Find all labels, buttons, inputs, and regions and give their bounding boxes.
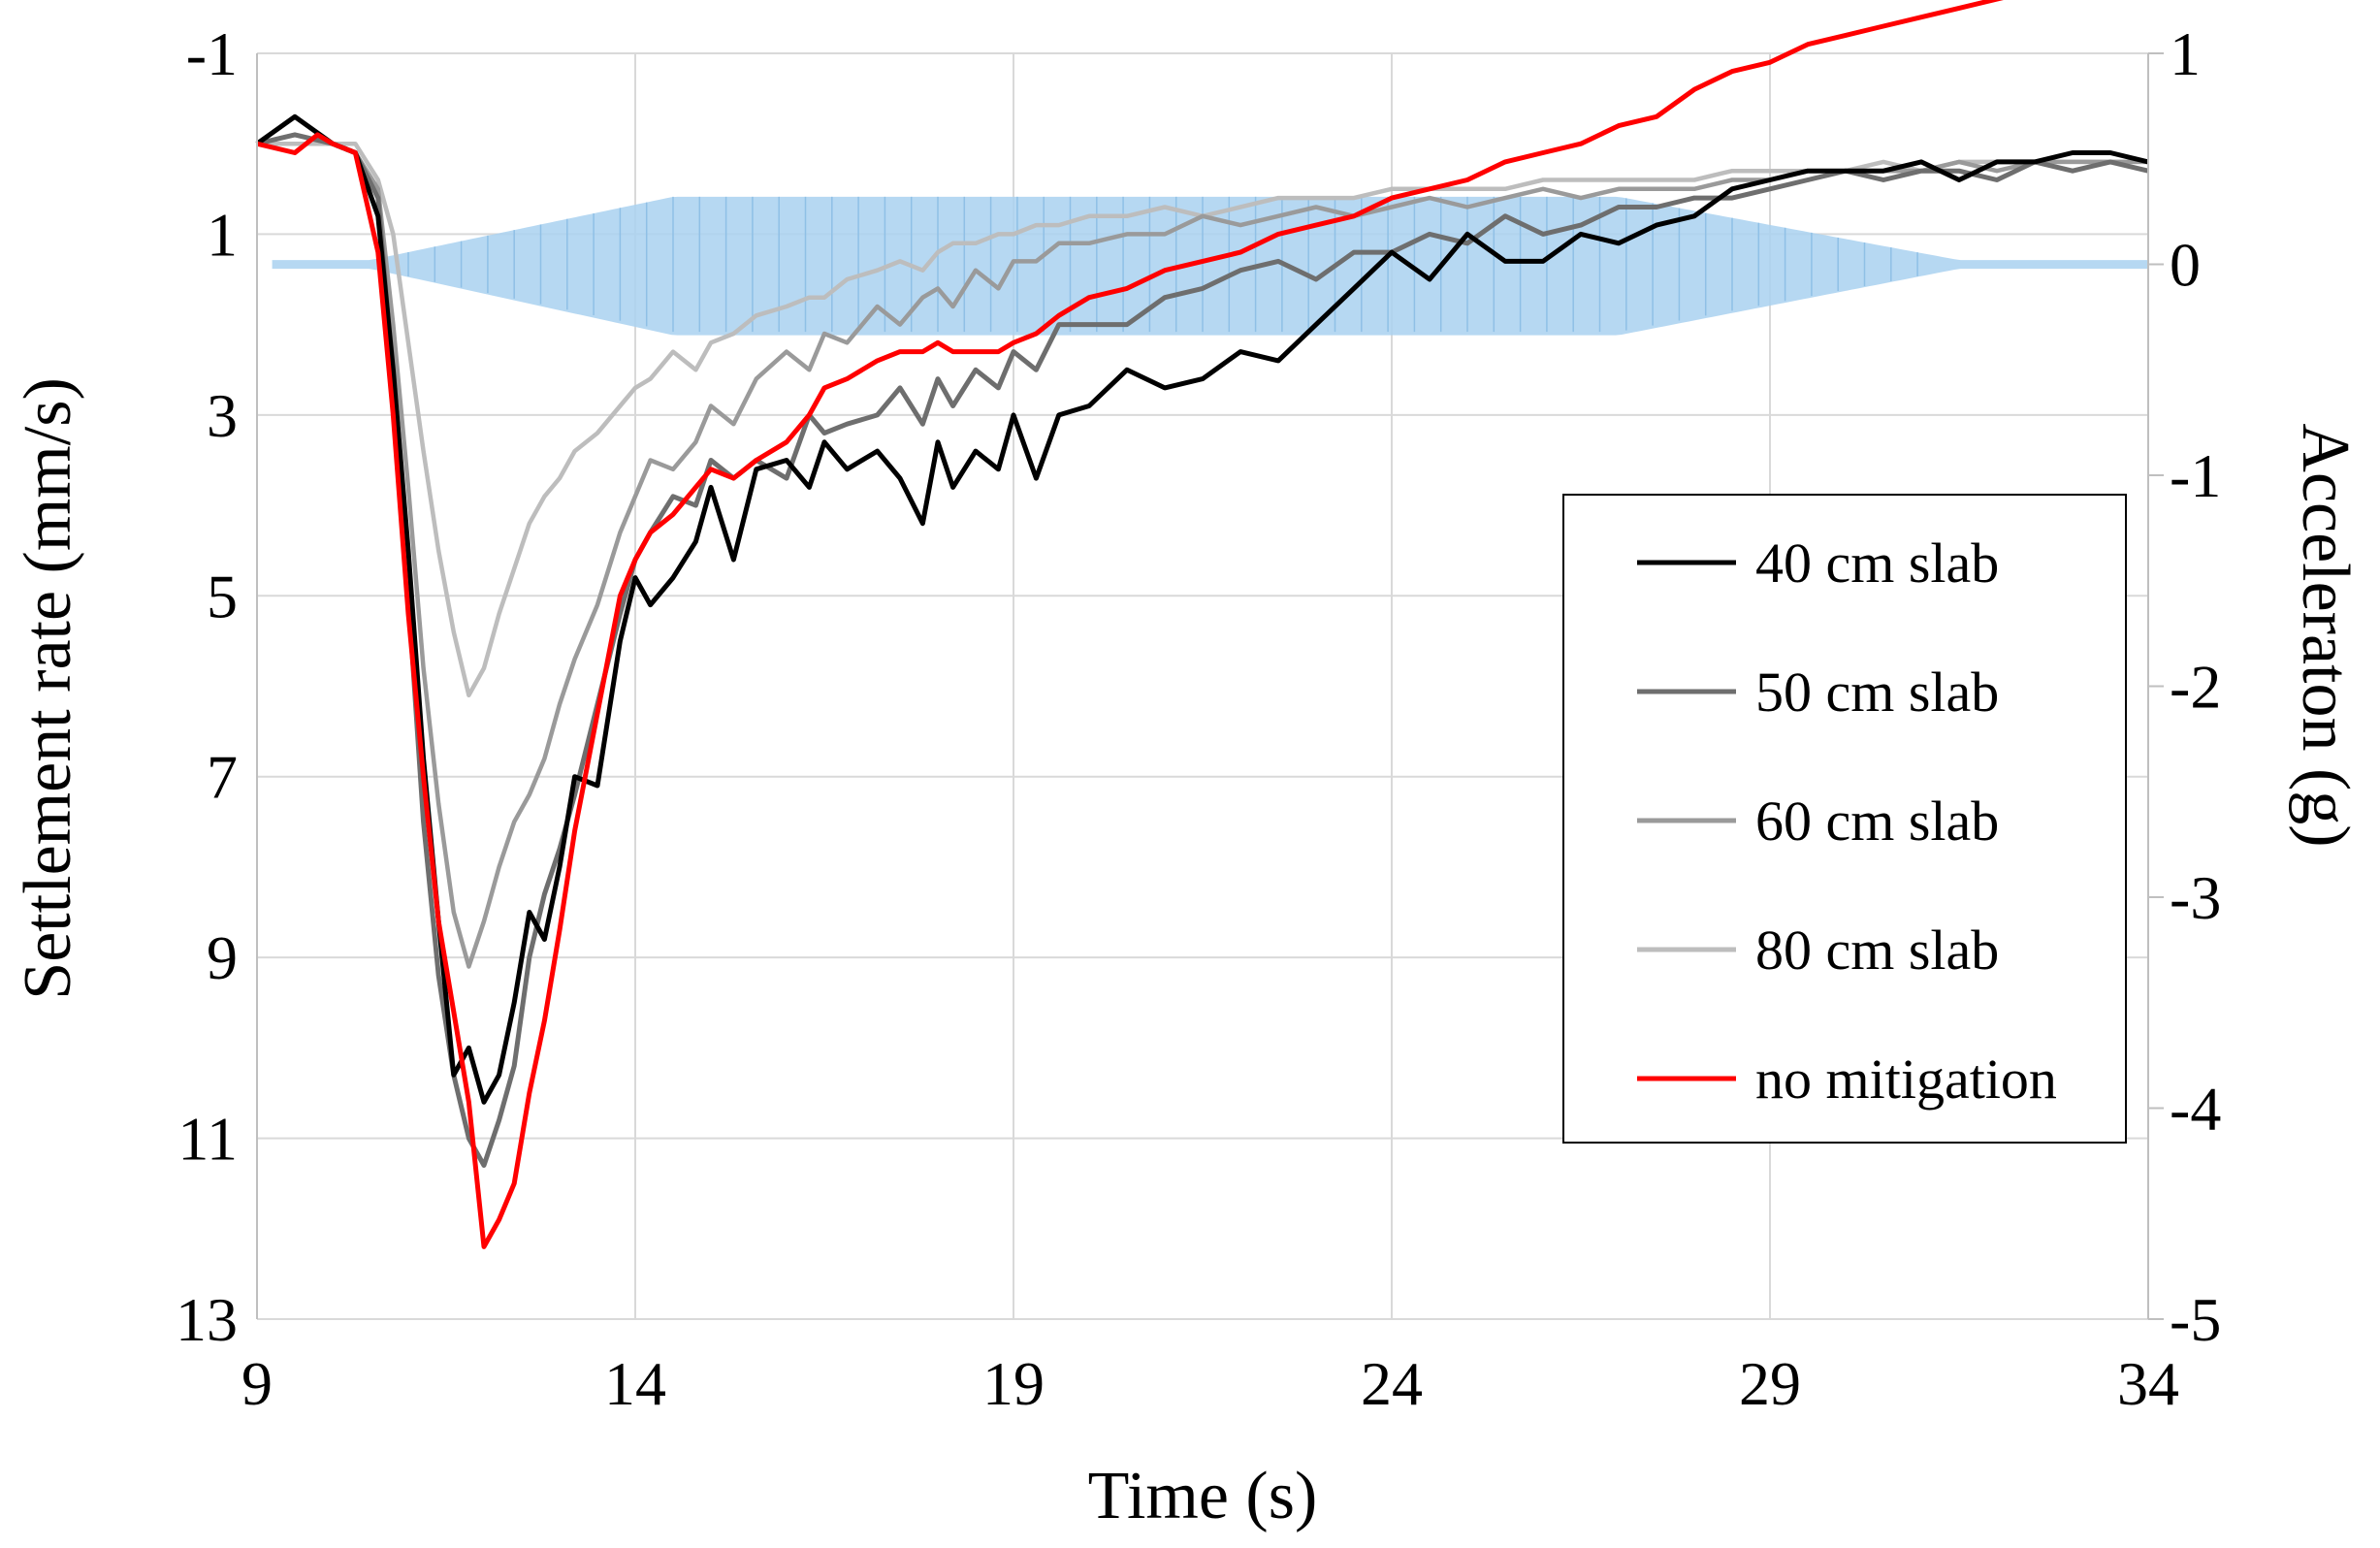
legend-label: 40 cm slab xyxy=(1755,532,1999,595)
y2-tick-label: -2 xyxy=(2170,653,2221,722)
y-tick-label: 11 xyxy=(177,1105,238,1174)
x-tick-label: 9 xyxy=(241,1349,273,1418)
y2-tick-label: -1 xyxy=(2170,441,2221,510)
y2-tick-label: -3 xyxy=(2170,863,2221,932)
x-tick-label: 29 xyxy=(1739,1349,1801,1418)
legend-label: 50 cm slab xyxy=(1755,661,1999,724)
y2-tick-label: 0 xyxy=(2170,231,2201,300)
y2-tick-label: -5 xyxy=(2170,1285,2221,1354)
y-tick-label: 7 xyxy=(207,743,238,812)
series-line-s40 xyxy=(255,113,2149,1105)
series-line-s80 xyxy=(257,141,2148,698)
x-axis-title: Time (s) xyxy=(1088,1459,1318,1533)
acceleration-band xyxy=(272,196,2149,336)
y2-tick-label: -4 xyxy=(2170,1075,2221,1144)
legend-label: 80 cm slab xyxy=(1755,919,1999,982)
y-tick-label: 13 xyxy=(176,1285,238,1354)
legend-label: no mitigation xyxy=(1755,1048,2057,1111)
y-axis-title: Settlement rate (mm/s) xyxy=(11,377,85,999)
y-tick-label: -1 xyxy=(186,19,238,88)
x-tick-label: 19 xyxy=(982,1349,1045,1418)
y-tick-label: 5 xyxy=(207,562,238,630)
legend: 40 cm slab 50 cm slab 60 cm slab 80 cm slab… xyxy=(1562,494,2127,1144)
x-tick-label: 24 xyxy=(1361,1349,1423,1418)
y2-tick-label: 1 xyxy=(2170,19,2201,88)
x-tick-label: 34 xyxy=(2117,1349,2179,1418)
series-line-nomit xyxy=(256,0,2004,1249)
legend-label: 60 cm slab xyxy=(1755,790,1999,853)
y2-axis-title: Acceleraton (g) xyxy=(2288,423,2363,847)
series-lines xyxy=(255,0,2149,1249)
series-line-s60 xyxy=(256,132,2148,969)
x-tick-label: 14 xyxy=(604,1349,666,1418)
y-tick-label: 3 xyxy=(207,381,238,450)
series-line-s50 xyxy=(256,132,2149,1168)
y-tick-label: 1 xyxy=(207,200,238,269)
y-tick-label: 9 xyxy=(207,923,238,992)
